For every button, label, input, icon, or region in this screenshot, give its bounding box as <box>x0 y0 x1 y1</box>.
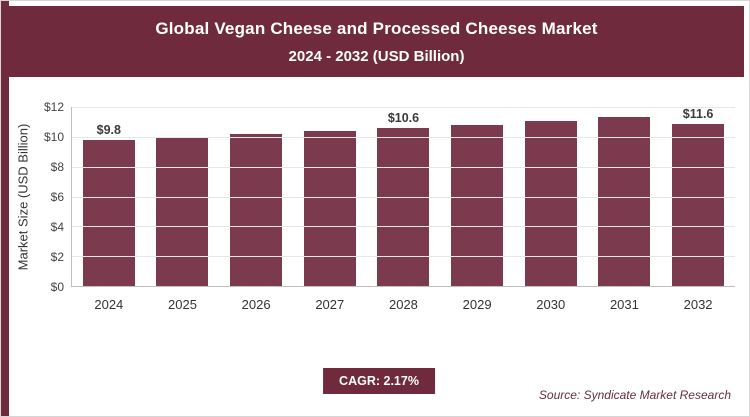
gridline <box>72 107 735 108</box>
x-axis-label: 2025 <box>168 297 197 312</box>
bars-group: $9.8 2024 2025 2026 2027 $10.6 2028 2029 2030 203… <box>72 107 735 312</box>
bar <box>672 124 725 286</box>
gridline <box>72 136 735 138</box>
y-axis-title-wrap: Market Size (USD Billion) <box>11 107 35 287</box>
bar <box>524 121 577 286</box>
x-axis-label: 2030 <box>536 297 566 312</box>
y-tick-label: $4 <box>50 220 64 234</box>
chart-header: Global Vegan Cheese and Processed Cheese… <box>9 6 744 77</box>
gridline <box>72 196 735 198</box>
y-axis-title: Market Size (USD Billion) <box>15 123 31 271</box>
x-axis-label: 2031 <box>609 297 639 312</box>
x-axis-label: 2027 <box>315 297 345 312</box>
gridline <box>72 256 735 258</box>
bar-value-label: $9.8 <box>96 122 121 137</box>
y-tick-label: $8 <box>50 160 64 174</box>
y-tick-label: $12 <box>43 100 64 114</box>
chart-title-line2: 2024 - 2032 (USD Billion) <box>288 48 465 65</box>
bar-column: 2030 <box>514 107 588 312</box>
y-tick-label: $0 <box>50 280 64 294</box>
chart-title-line1: Global Vegan Cheese and Processed Cheese… <box>155 19 598 38</box>
x-axis-label: 2032 <box>683 297 713 312</box>
bar <box>303 130 356 286</box>
chart-footer: CAGR: 2.17% Source: Syndicate Market Res… <box>9 368 749 402</box>
x-axis-label: 2029 <box>462 297 492 312</box>
bar <box>598 117 651 286</box>
bar-column: 2025 <box>146 107 220 312</box>
y-tick-label: $2 <box>50 250 64 264</box>
x-axis-label: 2026 <box>241 297 271 312</box>
y-tick-label: $6 <box>50 190 64 204</box>
left-accent-strip <box>1 1 9 416</box>
bar <box>230 133 283 286</box>
bar-column: 2029 <box>440 107 514 312</box>
gridline <box>72 166 735 168</box>
bar-column: $9.8 2024 <box>72 107 146 312</box>
bar <box>451 124 504 286</box>
bar-value-label: $10.6 <box>387 110 420 125</box>
bar-value-label: $11.6 <box>682 107 714 121</box>
bar-column: 2026 <box>219 107 293 312</box>
y-axis: $0 $2 $4 $6 $8 $10 $12 <box>35 100 71 294</box>
bar-column: 2031 <box>588 107 662 312</box>
y-tick-label: $10 <box>43 130 64 144</box>
source-text: Source: Syndicate Market Research <box>538 388 731 402</box>
bar <box>82 139 135 286</box>
bar-column: $11.6 2032 <box>661 107 735 312</box>
x-axis-label: 2024 <box>94 297 124 312</box>
bar-column: 2027 <box>293 107 367 312</box>
plot-area: $9.8 2024 2025 2026 2027 $10.6 2028 2029 2030 203… <box>71 107 735 312</box>
bar-column: $10.6 2028 <box>367 107 441 312</box>
bar <box>156 136 209 286</box>
cagr-badge: CAGR: 2.17% <box>323 368 435 394</box>
bar <box>377 127 430 286</box>
gridline <box>72 226 735 228</box>
bar-chart: Market Size (USD Billion) $0 $2 $4 $6 $8 $10 $… <box>11 100 735 312</box>
x-axis-label: 2028 <box>388 297 418 312</box>
